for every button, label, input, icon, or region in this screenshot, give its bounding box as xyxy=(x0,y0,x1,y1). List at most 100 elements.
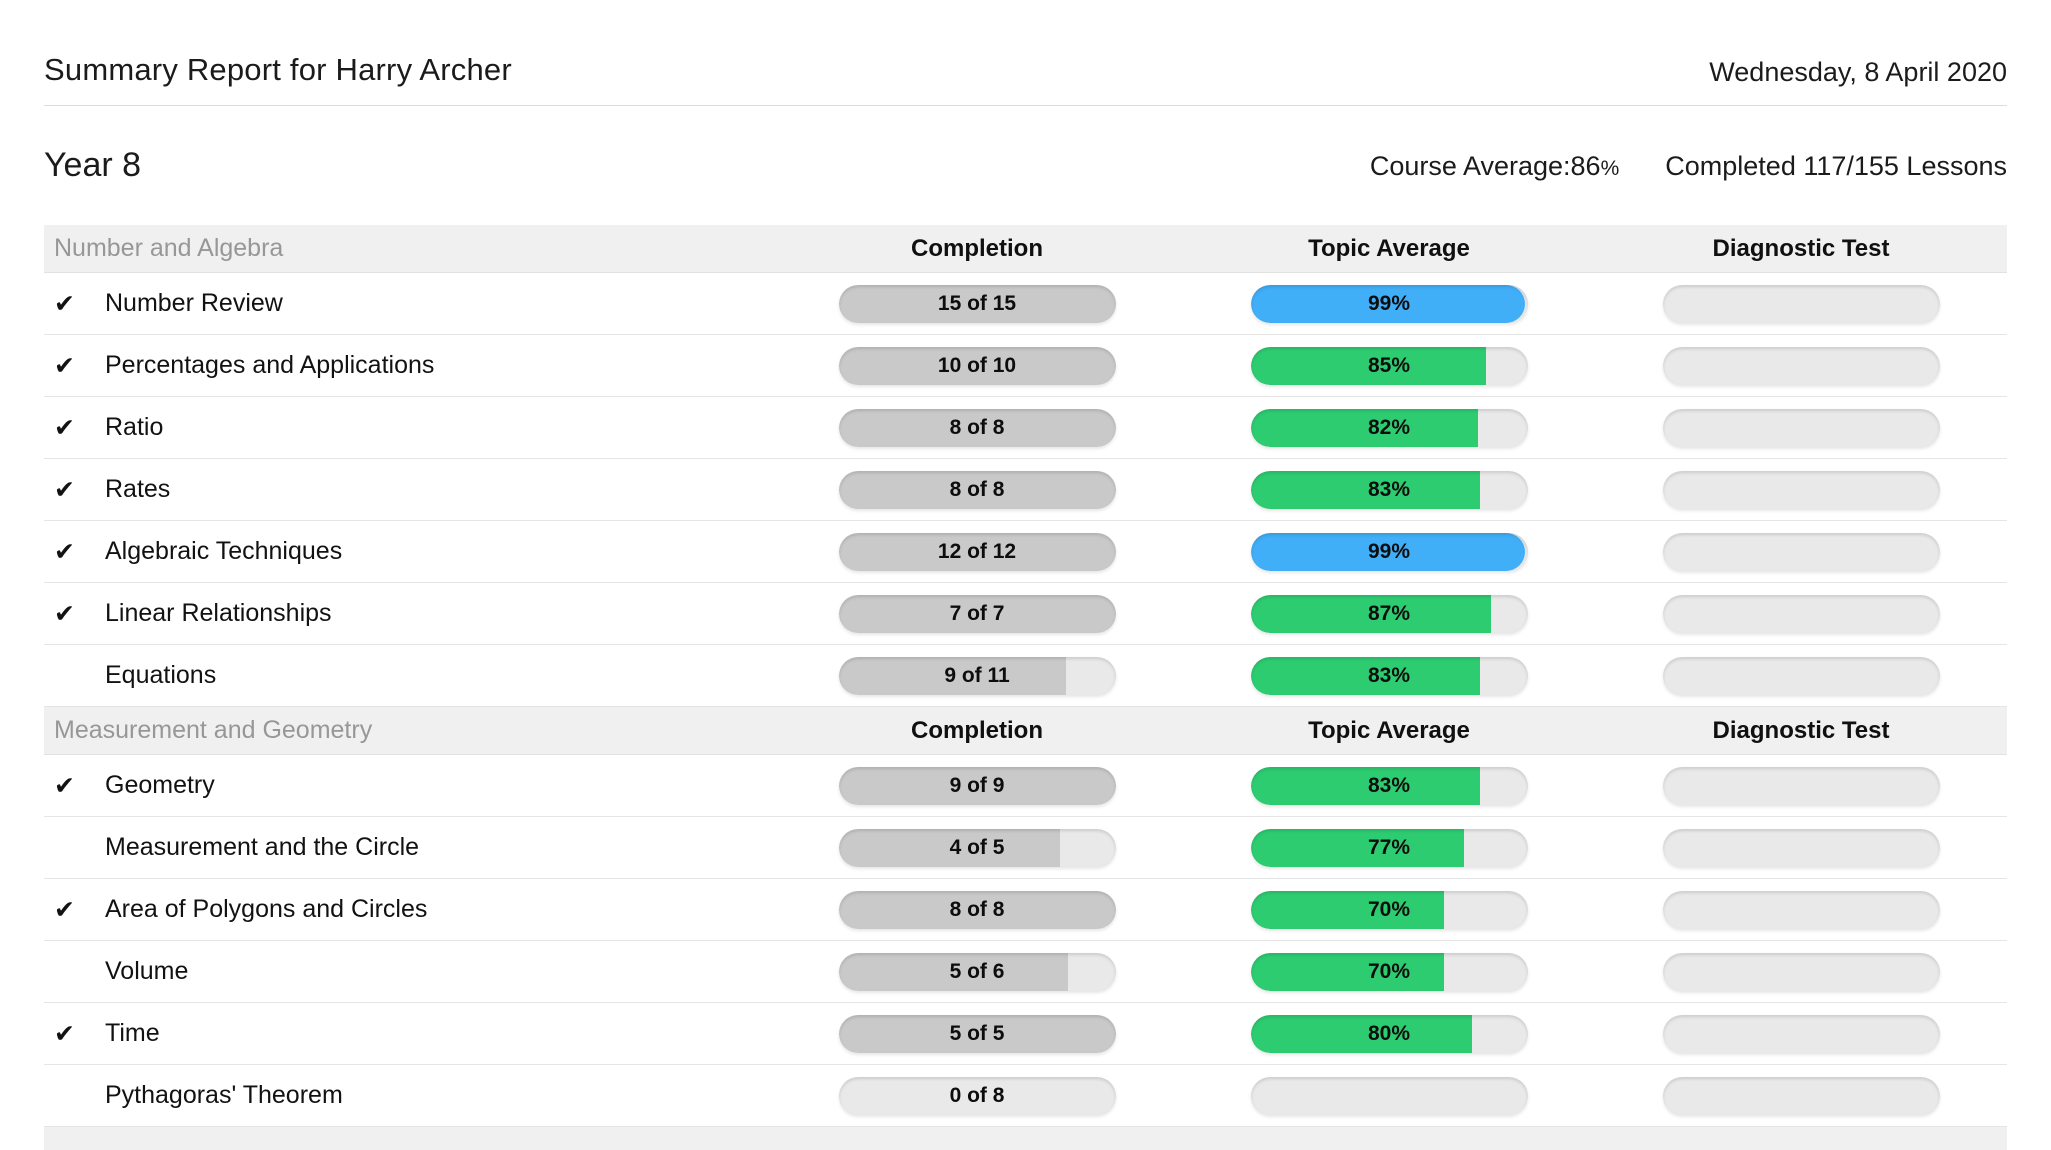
topic-name: Ratio xyxy=(105,413,164,441)
table-row: ✔ Algebraic Techniques 12 of 12 99% xyxy=(44,521,2007,583)
diagnostic-test-pill xyxy=(1662,766,1940,805)
table-row: ✔ Time 5 of 5 80% xyxy=(44,1003,2007,1065)
topic-average-pill: 77% xyxy=(1250,828,1528,867)
section-title: Number and Algebra xyxy=(54,234,284,262)
topic-average-pill: 70% xyxy=(1250,890,1528,929)
topic-average-cell: 83% xyxy=(1183,766,1595,805)
diagnostic-test-cell xyxy=(1595,1076,2007,1115)
diagnostic-test-pill xyxy=(1662,1014,1940,1053)
completion-fill xyxy=(838,284,1116,323)
completion-pill: 0 of 8 xyxy=(838,1076,1116,1115)
completion-fill xyxy=(838,890,1116,929)
topic-average-label: 82% xyxy=(1367,415,1411,439)
topic-cell: ✔ Percentages and Applications xyxy=(44,351,771,381)
topic-average-label: 77% xyxy=(1367,835,1411,859)
topic-average-fill xyxy=(1250,890,1445,929)
completion-cell: 9 of 9 xyxy=(771,766,1183,805)
topic-average-label: 87% xyxy=(1367,601,1411,625)
table-row: ✔ Equations 9 of 11 83% xyxy=(44,645,2007,707)
completion-cell: 5 of 6 xyxy=(771,952,1183,991)
completion-label: 7 of 7 xyxy=(949,601,1005,625)
table-row: ✔ Area of Polygons and Circles 8 of 8 70… xyxy=(44,879,2007,941)
topic-name: Time xyxy=(105,1019,160,1047)
completion-label: 8 of 8 xyxy=(949,415,1005,439)
topic-cell: ✔ Pythagoras' Theorem xyxy=(44,1081,771,1111)
report-date: Wednesday, 8 April 2020 xyxy=(1709,57,2007,87)
diagnostic-test-pill xyxy=(1662,890,1940,929)
completion-pill: 8 of 8 xyxy=(838,408,1116,447)
topic-name: Percentages and Applications xyxy=(105,351,435,379)
topic-average-cell: 70% xyxy=(1183,952,1595,991)
completion-fill xyxy=(838,656,1066,695)
topic-average-pill: 83% xyxy=(1250,766,1528,805)
completion-cell: 8 of 8 xyxy=(771,470,1183,509)
completed-check-icon: ✔ xyxy=(54,475,75,504)
completion-cell: 5 of 5 xyxy=(771,1014,1183,1053)
diagnostic-test-cell xyxy=(1595,1014,2007,1053)
topic-name: Linear Relationships xyxy=(105,599,332,627)
diagnostic-test-cell xyxy=(1595,408,2007,447)
course-average: Course Average:86% xyxy=(1370,151,1619,182)
completion-cell: 4 of 5 xyxy=(771,828,1183,867)
completion-fill xyxy=(838,594,1116,633)
diagnostic-test-pill xyxy=(1662,828,1940,867)
page-title: Summary Report for Harry Archer xyxy=(44,52,512,87)
column-header-completion: Completion xyxy=(911,234,1043,262)
topic-average-cell: 85% xyxy=(1183,346,1595,385)
completed-check-icon: ✔ xyxy=(54,895,75,924)
diagnostic-test-cell xyxy=(1595,656,2007,695)
table-row: ✔ Ratio 8 of 8 82% xyxy=(44,397,2007,459)
topic-average-label: 85% xyxy=(1367,353,1411,377)
diagnostic-test-cell xyxy=(1595,532,2007,571)
topic-name: Measurement and the Circle xyxy=(105,833,420,861)
topic-name: Area of Polygons and Circles xyxy=(105,895,428,923)
diagnostic-test-pill xyxy=(1662,284,1940,323)
table-row: ✔ Percentages and Applications 10 of 10 … xyxy=(44,335,2007,397)
topic-average-fill xyxy=(1250,656,1481,695)
topic-average-fill xyxy=(1250,346,1486,385)
topic-average-cell: 83% xyxy=(1183,656,1595,695)
year-title: Year 8 xyxy=(44,146,142,184)
completion-pill: 7 of 7 xyxy=(838,594,1116,633)
completion-pill: 9 of 9 xyxy=(838,766,1116,805)
completed-check-icon: ✔ xyxy=(54,351,75,380)
diagnostic-test-pill xyxy=(1662,346,1940,385)
completion-pill: 5 of 5 xyxy=(838,1014,1116,1053)
percent-sign: % xyxy=(1600,157,1620,180)
completion-cell: 8 of 8 xyxy=(771,408,1183,447)
column-header-topic-average: Topic Average xyxy=(1308,716,1470,744)
diagnostic-test-cell xyxy=(1595,766,2007,805)
topic-average-label: 80% xyxy=(1367,1021,1411,1045)
completion-label: 8 of 8 xyxy=(949,477,1005,501)
diagnostic-test-pill xyxy=(1662,408,1940,447)
completed-lessons: Completed 117/155 Lessons xyxy=(1665,151,2007,181)
topic-average-pill: 83% xyxy=(1250,470,1528,509)
table-row: ✔ Geometry 9 of 9 83% xyxy=(44,755,2007,817)
topic-cell: ✔ Area of Polygons and Circles xyxy=(44,895,771,925)
topic-average-fill xyxy=(1250,532,1525,571)
diagnostic-test-cell xyxy=(1595,890,2007,929)
completion-fill xyxy=(838,532,1116,571)
completion-pill: 15 of 15 xyxy=(838,284,1116,323)
topic-average-label: 83% xyxy=(1367,773,1411,797)
topic-average-label xyxy=(1251,1077,1528,1115)
topic-average-label: 99% xyxy=(1367,539,1411,563)
topic-average-cell: 83% xyxy=(1183,470,1595,509)
topic-average-fill xyxy=(1250,952,1445,991)
completion-label: 4 of 5 xyxy=(949,835,1005,859)
completion-cell: 7 of 7 xyxy=(771,594,1183,633)
topic-average-fill xyxy=(1250,408,1478,447)
completed-check-icon: ✔ xyxy=(54,599,75,628)
completion-label: 9 of 9 xyxy=(949,773,1005,797)
topic-cell: ✔ Time xyxy=(44,1019,771,1049)
topic-average-pill: 82% xyxy=(1250,408,1528,447)
topic-average-fill xyxy=(1250,766,1481,805)
completed-check-icon: ✔ xyxy=(54,537,75,566)
topic-average-cell: 80% xyxy=(1183,1014,1595,1053)
topic-average-fill xyxy=(1250,828,1464,867)
diagnostic-test-cell xyxy=(1595,470,2007,509)
topic-average-label: 83% xyxy=(1367,663,1411,687)
table-row: ✔ Number Review 15 of 15 99% xyxy=(44,273,2007,335)
topic-average-cell: 77% xyxy=(1183,828,1595,867)
